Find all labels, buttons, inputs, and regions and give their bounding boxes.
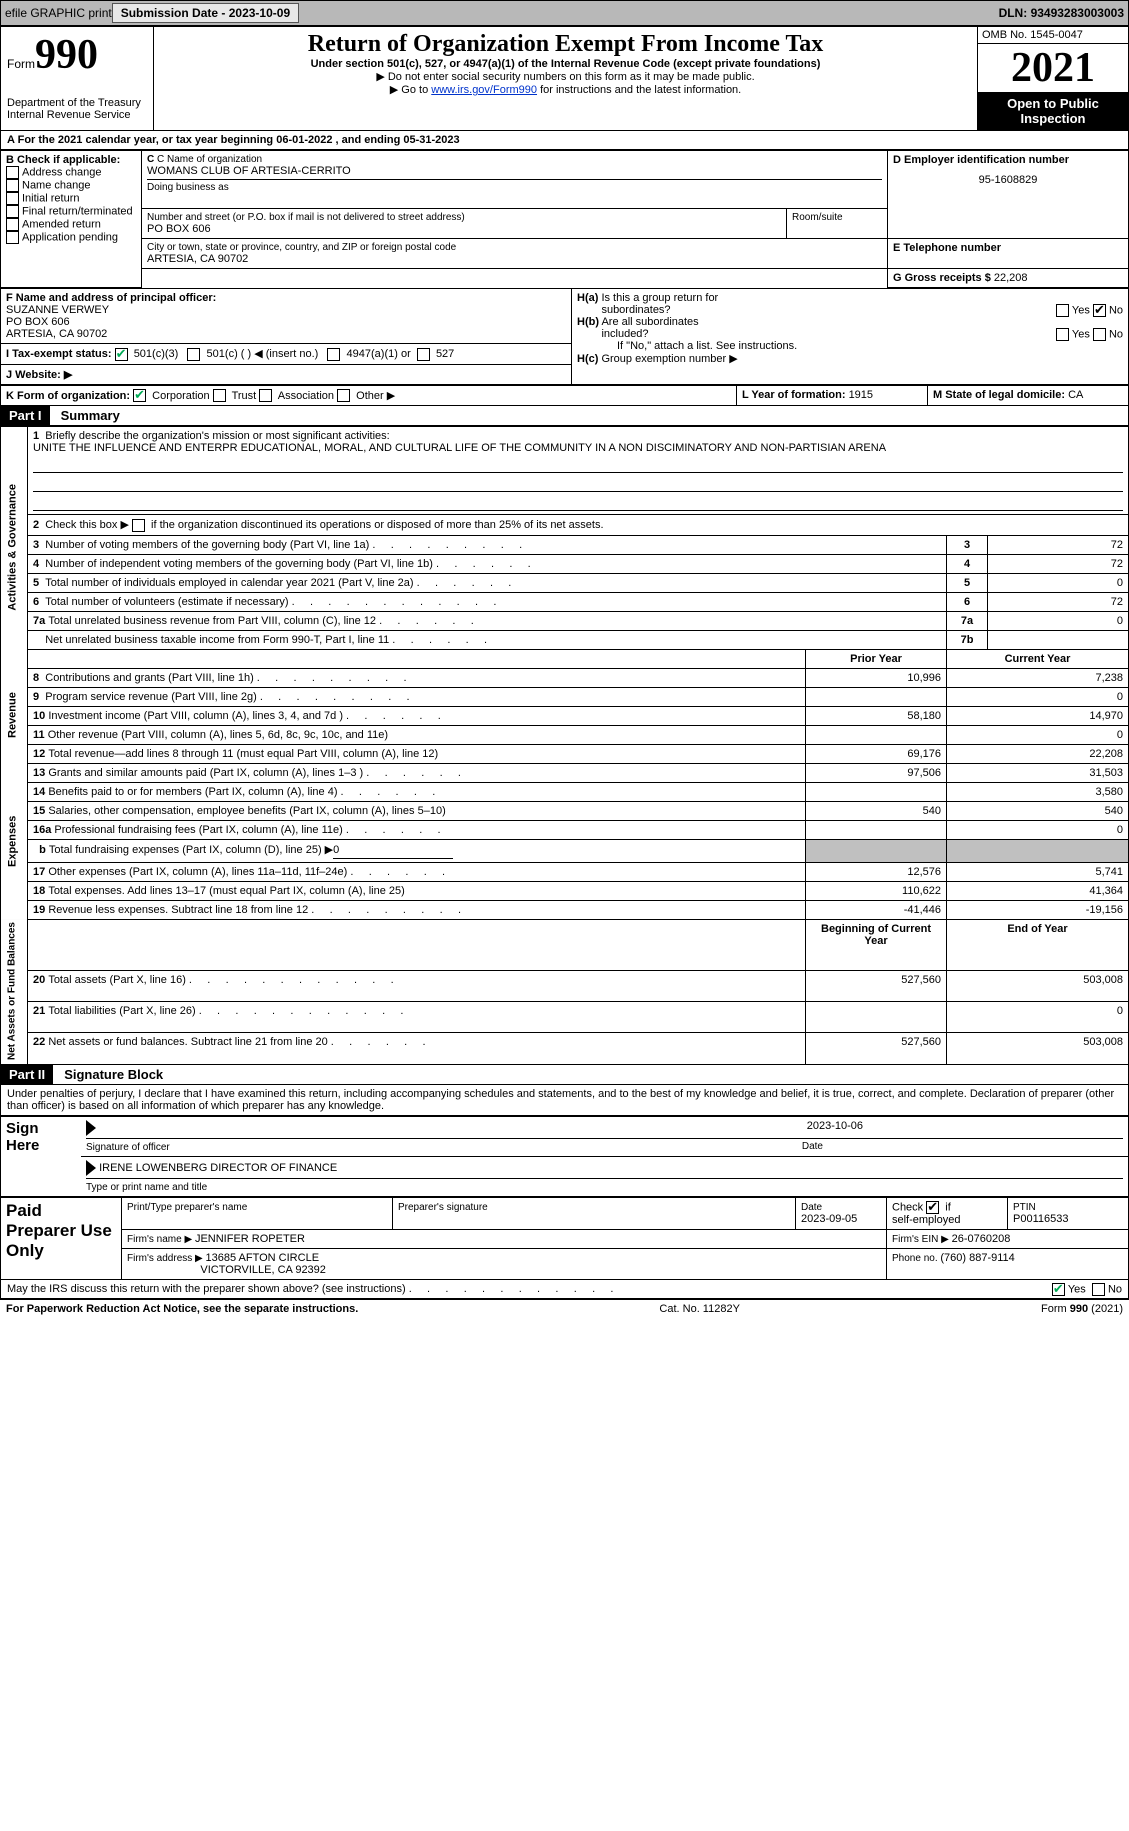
box-e-label: E Telephone number [893,242,1123,254]
side-revenue: Revenue [1,668,28,763]
cb-ha-no[interactable] [1093,304,1106,317]
officer-addr2: ARTESIA, CA 90702 [6,328,566,340]
box-g-label: G Gross receipts $ [893,272,994,284]
side-governance: Activities & Governance [1,427,28,669]
irs-link[interactable]: www.irs.gov/Form990 [431,84,537,96]
type-label: Type or print name and title [86,1182,207,1193]
form-title: Return of Organization Exempt From Incom… [160,31,971,58]
instr-ssn: Do not enter social security numbers on … [160,70,971,83]
ein: 95-1608829 [893,174,1123,186]
omb-number: OMB No. 1545-0047 [978,27,1128,44]
hb-label: H(b) Are all subordinates included? Yes … [577,316,1123,340]
cb-name-change[interactable] [6,179,19,192]
info-block-fh: F Name and address of principal officer:… [0,288,1129,385]
cb-irs-yes[interactable] [1052,1283,1065,1296]
form-label: Form [7,57,35,71]
tax-year: 2021 [1011,45,1095,91]
form-subtitle: Under section 501(c), 527, or 4947(a)(1)… [160,58,971,70]
cb-hb-no[interactable] [1093,328,1106,341]
paid-preparer-label: Paid Preparer Use Only [1,1197,122,1279]
room-label: Room/suite [792,212,882,223]
sig-arrow-icon [86,1120,96,1136]
sig-officer-label: Signature of officer [86,1142,170,1153]
box-j-label: J Website: ▶ [6,369,72,381]
sign-here-label: Sign Here [1,1116,82,1196]
cb-ha-yes[interactable] [1056,304,1069,317]
hc-label: H(c) Group exemption number ▶ [577,352,1123,365]
officer-addr1: PO BOX 606 [6,316,566,328]
cb-assoc[interactable] [259,389,272,402]
dept-label: Department of the Treasury Internal Reve… [7,97,147,121]
cb-self-employed[interactable] [926,1201,939,1214]
cb-discontinued[interactable] [132,519,145,532]
may-irs-row: May the IRS discuss this return with the… [0,1280,1129,1299]
box-f-label: F Name and address of principal officer: [6,292,566,304]
gross-receipts: 22,208 [994,272,1028,284]
side-netassets: Net Assets or Fund Balances [1,919,28,1064]
cb-app-pending[interactable] [6,231,19,244]
officer-name: SUZANNE VERWEY [6,304,566,316]
cb-527[interactable] [417,348,430,361]
penalty-statement: Under penalties of perjury, I declare th… [0,1085,1129,1116]
efile-label: efile GRAPHIC print [5,6,112,20]
top-bar: efile GRAPHIC print Submission Date - 20… [0,0,1129,26]
instr-link: Go to www.irs.gov/Form990 for instructio… [160,83,971,96]
pra-notice: For Paperwork Reduction Act Notice, see … [6,1303,358,1315]
sig-arrow-icon [86,1160,96,1176]
box-l-label: L Year of formation: [742,389,849,401]
cb-initial-return[interactable] [6,192,19,205]
l1-text: UNITE THE INFLUENCE AND ENTERPR EDUCATIO… [33,442,886,454]
ha-label: H(a) Is this a group return for subordin… [577,292,1123,316]
cb-4947[interactable] [327,348,340,361]
part1-header: Part I Summary [0,406,1129,426]
city: ARTESIA, CA 90702 [147,253,882,265]
sig-date: 2023-10-06 [807,1120,863,1132]
l1-label: Briefly describe the organization's miss… [45,430,389,442]
open-inspection: Open to Public Inspection [978,92,1128,130]
cb-501c3[interactable] [115,348,128,361]
box-b-label: B Check if applicable: [6,154,136,166]
addr-label: Number and street (or P.O. box if mail i… [147,212,781,223]
box-c-label: C C Name of organization [147,154,882,165]
city-label: City or town, state or province, country… [147,242,882,253]
submission-date-btn[interactable]: Submission Date - 2023-10-09 [112,3,299,23]
info-block-klm: K Form of organization: Corporation Trus… [0,385,1129,407]
dln: DLN: 93493283003003 [999,6,1124,20]
officer-printed: IRENE LOWENBERG DIRECTOR OF FINANCE [99,1162,337,1174]
cat-no: Cat. No. 11282Y [659,1303,740,1315]
cb-hb-yes[interactable] [1056,328,1069,341]
cb-other[interactable] [337,389,350,402]
signature-table: Sign Here 2023-10-06 Signature of office… [0,1116,1129,1197]
cb-501c[interactable] [187,348,200,361]
form-number: 990 [35,32,98,78]
date-label: Date [802,1141,823,1152]
summary-table: Activities & Governance 1 Briefly descri… [0,426,1129,1065]
info-block-bcdeg: B Check if applicable: Address change Na… [0,150,1129,288]
cb-address-change[interactable] [6,166,19,179]
cb-final-return[interactable] [6,205,19,218]
cb-corp[interactable] [133,389,146,402]
part2-header: Part II Signature Block [0,1065,1129,1085]
addr: PO BOX 606 [147,223,781,235]
box-m-label: M State of legal domicile: [933,389,1068,401]
preparer-table: Paid Preparer Use Only Print/Type prepar… [0,1197,1129,1280]
side-expenses: Expenses [1,763,28,919]
dba-label: Doing business as [147,182,882,193]
box-d-label: D Employer identification number [893,154,1123,166]
org-name: WOMANS CLUB OF ARTESIA-CERRITO [147,165,882,177]
box-i-label: I Tax-exempt status: [6,348,112,360]
footer: For Paperwork Reduction Act Notice, see … [0,1299,1129,1318]
cb-trust[interactable] [213,389,226,402]
cb-irs-no[interactable] [1092,1283,1105,1296]
form-header: Form990 Department of the Treasury Inter… [0,26,1129,131]
cb-amended[interactable] [6,218,19,231]
section-a: A For the 2021 calendar year, or tax yea… [0,131,1129,150]
box-k-label: K Form of organization: [6,390,130,402]
hb-note: If "No," attach a list. See instructions… [577,340,1123,352]
form-footer: Form 990 (2021) [1041,1303,1123,1315]
